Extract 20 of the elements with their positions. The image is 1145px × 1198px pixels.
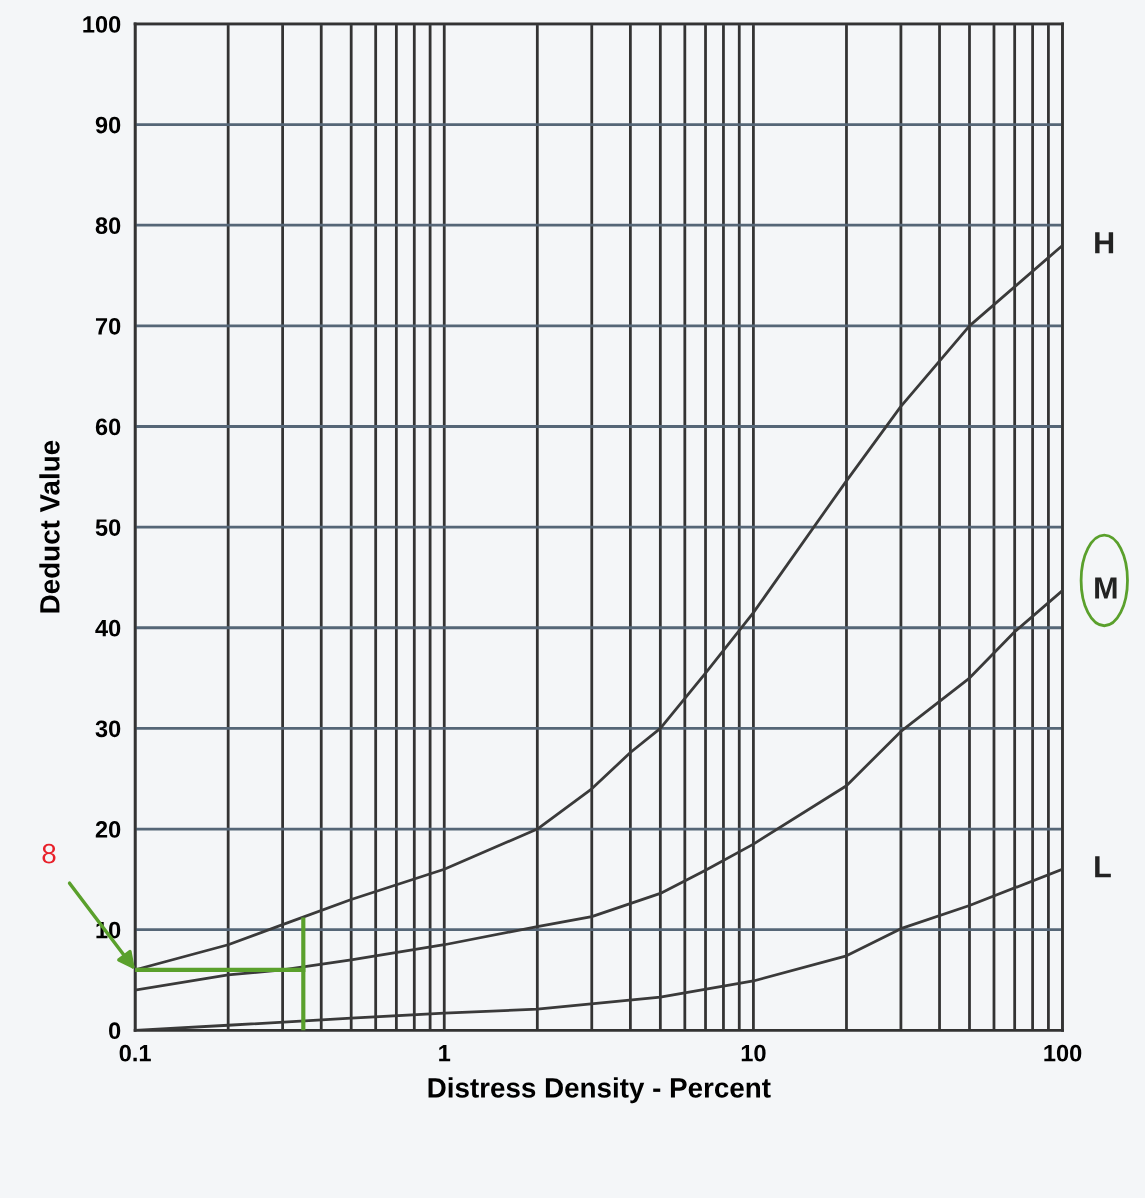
y-tick-label: 60 [95,418,121,436]
x-tick-label: 0.1 [119,1044,151,1062]
y-tick-label: 20 [95,821,121,838]
y-axis-title: Deduct Value [39,440,60,613]
y-tick-label: 90 [95,116,121,134]
y-tick-label: 50 [95,519,121,536]
y-tick-label: 40 [95,619,121,637]
series-label: L [1095,856,1111,878]
y-tick-label: 30 [95,720,121,738]
y-tick-label: 70 [95,317,121,335]
x-axis-title: Distress Density - Percent [428,1077,771,1104]
y-tick-label: 0 [109,1022,121,1040]
x-tick-label: 10 [741,1044,766,1062]
x-tick-label: 1 [439,1045,451,1062]
y-tick-label: 100 [83,16,121,33]
x-tick-label: 100 [1044,1044,1082,1062]
annotation: 8 [42,843,56,864]
series-label: M [1095,577,1117,599]
y-tick-label: 80 [95,217,121,235]
series-label: H [1095,232,1114,254]
